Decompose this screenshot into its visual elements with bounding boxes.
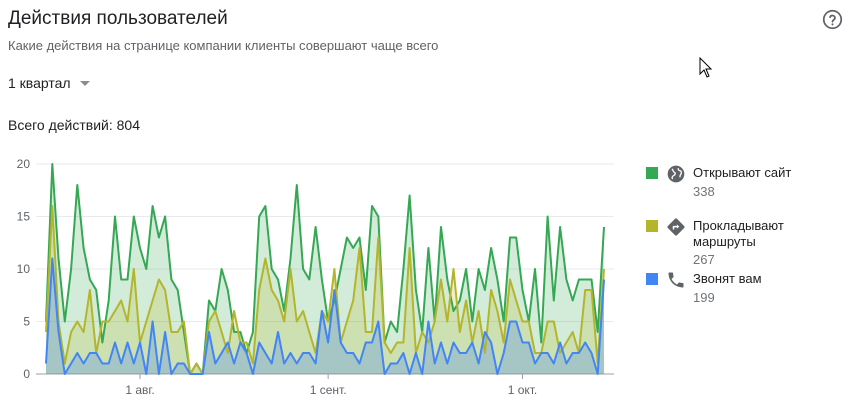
y-tick-label: 10	[17, 262, 31, 276]
y-tick-label: 20	[17, 157, 31, 171]
y-tick-label: 5	[23, 315, 30, 329]
page-title: Действия пользователей	[8, 8, 228, 29]
legend-label-website: Открывают сайт	[693, 165, 792, 180]
legend-label-calls: Звонят вам	[693, 271, 762, 286]
directions-icon	[667, 218, 685, 236]
series-line-2	[45, 205, 605, 375]
x-tick-label: 1 авг.	[125, 383, 154, 397]
total-actions: Всего действий: 804	[8, 117, 141, 133]
phone-icon	[668, 272, 684, 288]
period-dropdown[interactable]: 1 квартал	[8, 75, 90, 91]
legend-value-directions: 267	[693, 252, 715, 267]
legend-swatch-website	[646, 167, 658, 179]
series-line-1	[45, 163, 605, 375]
legend-swatch-calls	[646, 273, 658, 285]
legend-label-directions-line2: маршруты	[693, 234, 756, 249]
y-tick-label: 15	[17, 210, 31, 224]
legend-swatch-directions	[646, 220, 658, 232]
y-tick-label: 0	[23, 367, 30, 381]
legend-value-calls: 199	[693, 290, 715, 305]
actions-chart: 0 5 10 15 20 1 авг. 1 сент. 1 окт.	[17, 157, 614, 397]
legend-value-website: 338	[693, 184, 715, 199]
chevron-down-icon	[79, 81, 90, 86]
mouse-cursor-icon	[699, 57, 713, 78]
page-subtitle: Какие действия на странице компании клие…	[8, 38, 439, 53]
series-area-2	[46, 206, 604, 374]
legend-label-directions-line1: Прокладывают	[693, 218, 784, 233]
legend-label-directions: Прокладывают маршруты	[693, 218, 784, 250]
globe-icon	[667, 165, 685, 183]
series-line-3	[45, 257, 605, 375]
series-area-3	[46, 258, 604, 374]
x-tick-label: 1 сент.	[310, 383, 347, 397]
period-dropdown-label: 1 квартал	[8, 75, 71, 91]
help-icon[interactable]	[822, 9, 843, 30]
series-area-1	[46, 164, 604, 374]
x-tick-label: 1 окт.	[508, 383, 538, 397]
